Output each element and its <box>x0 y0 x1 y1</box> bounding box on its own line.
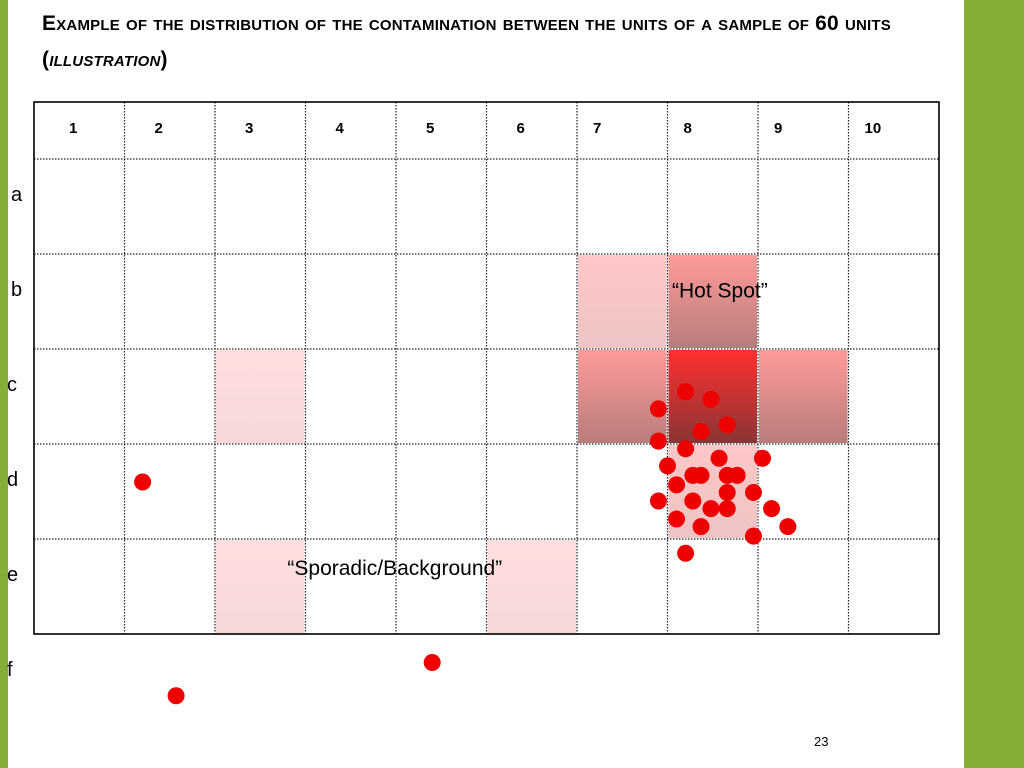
row-label-e: e <box>7 564 18 586</box>
contamination-dot <box>692 466 710 484</box>
contamination-dot <box>718 416 736 434</box>
shaded-cells <box>216 255 848 633</box>
contamination-dot <box>677 544 695 562</box>
contamination-dot <box>134 473 152 491</box>
page-number: 23 <box>814 734 829 749</box>
shaded-cell-9c <box>759 350 848 443</box>
column-label-9: 9 <box>774 120 782 137</box>
shaded-cell-3c <box>216 350 305 443</box>
contamination-dot <box>677 440 695 458</box>
contamination-dot <box>744 527 762 545</box>
row-label-d: d <box>7 469 18 491</box>
slide-title: Example of the distribution of the conta… <box>42 6 942 78</box>
title-emphasis: illustration <box>49 48 161 71</box>
contamination-dot <box>668 476 686 494</box>
contamination-dot <box>649 492 667 510</box>
column-label-6: 6 <box>517 120 525 137</box>
contamination-dot <box>763 500 781 518</box>
annotation-label: “Sporadic/Background” <box>287 557 502 580</box>
contamination-dot <box>167 687 185 705</box>
contamination-dot <box>668 510 686 528</box>
grid-labels: 1 2 3 4 5 6 7 8 9 10 a b c d e f “Hot Spot” “Sporadic/Bac… <box>7 120 881 681</box>
shaded-cell-8b <box>668 255 757 348</box>
column-label-1: 1 <box>69 120 77 137</box>
grid-border <box>33 101 940 635</box>
left-accent-bar <box>0 0 8 768</box>
grid-lines <box>33 101 940 635</box>
contamination-dot <box>702 500 720 518</box>
title-paren-close: ) <box>160 48 168 71</box>
right-accent-bar <box>964 0 1024 768</box>
column-label-7: 7 <box>593 120 601 137</box>
contamination-dot <box>649 400 667 418</box>
shaded-cell-7c <box>578 350 667 443</box>
row-label-b: b <box>11 279 22 301</box>
contamination-dot <box>779 518 797 536</box>
contamination-dot <box>684 492 702 510</box>
row-label-c: c <box>7 374 17 396</box>
contamination-dot <box>692 518 710 536</box>
contamination-dot <box>754 449 772 467</box>
contamination-dot <box>718 483 736 501</box>
contamination-dots <box>134 383 797 705</box>
title-main: Example of the distribution of the conta… <box>42 12 891 35</box>
contamination-dot <box>677 383 695 401</box>
contamination-dot <box>728 466 746 484</box>
title-paren-open: ( <box>42 48 50 71</box>
annotation-label: “Hot Spot” <box>672 280 768 303</box>
row-label-f: f <box>7 659 13 681</box>
column-label-5: 5 <box>426 120 434 137</box>
contamination-dot <box>744 483 762 501</box>
contamination-dot <box>710 449 728 467</box>
column-label-10: 10 <box>865 120 882 137</box>
column-label-4: 4 <box>336 120 345 137</box>
column-label-2: 2 <box>155 120 163 137</box>
contamination-dot <box>423 654 441 671</box>
contamination-dot <box>702 390 720 408</box>
contamination-dot <box>718 500 736 518</box>
row-label-a: a <box>11 184 23 206</box>
shaded-cell-3e <box>216 540 305 633</box>
shaded-cell-6e <box>487 540 576 633</box>
contamination-dot <box>659 457 676 475</box>
contamination-dot <box>692 423 710 441</box>
column-label-3: 3 <box>245 120 253 137</box>
contamination-dot <box>649 432 667 450</box>
shaded-cell-7b <box>578 255 667 348</box>
column-label-8: 8 <box>684 120 692 137</box>
